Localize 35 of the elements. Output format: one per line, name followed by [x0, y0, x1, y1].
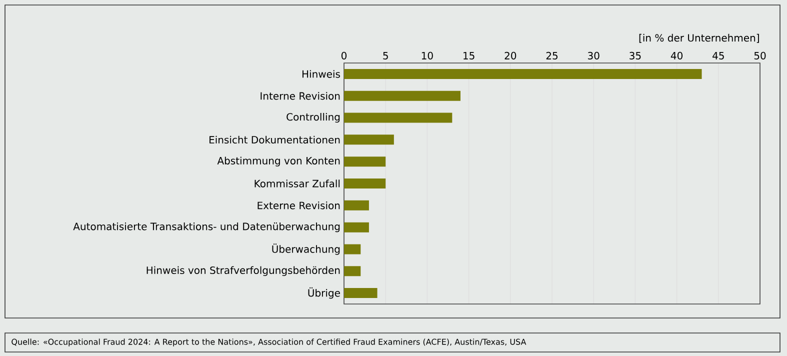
bar [344, 112, 452, 123]
y-tick-label: Hinweis [302, 70, 340, 78]
y-tick-label: Controlling [286, 112, 340, 123]
source-note: Quelle: «Occupational Fraud 2024: A Report to the Nations», Association of Certified Fraud Examiners (ACFE), Austin/Texas, USA [12, 338, 526, 346]
bar [344, 156, 386, 167]
y-tick-label: Interne Revision [260, 92, 340, 100]
bar [344, 288, 378, 298]
y-tick-label: Abstimmung von Konten [217, 156, 340, 166]
bar [344, 222, 369, 232]
y-tick-label: Externe Revision [258, 202, 340, 210]
x-tick-label: 45 [712, 52, 724, 60]
x-tick-label: 40 [670, 52, 683, 60]
bar [344, 134, 394, 145]
x-tick-label: 5 [383, 52, 388, 60]
bar [344, 200, 369, 210]
x-tick-label: 20 [504, 52, 516, 60]
x-tick-label: 30 [588, 52, 600, 60]
y-tick-label: Einsicht Dokumentationen [210, 136, 340, 144]
y-tick-label: Kommissar Zufall [254, 180, 340, 188]
bar [344, 266, 361, 276]
bar [344, 244, 361, 254]
y-tick-label: Überwachung [272, 244, 340, 255]
bar [344, 178, 386, 188]
y-tick-label: Automatisierte Transaktions- und Datenüberwachung [73, 222, 340, 232]
bar [344, 68, 702, 79]
x-tick-label: 25 [546, 52, 558, 60]
y-tick-label: Hinweis von Strafverfolgungsbehörden [146, 266, 340, 276]
y-tick-label: Übrige [308, 287, 340, 299]
x-tick-label: 35 [630, 52, 641, 60]
x-tick-label: 50 [754, 52, 766, 60]
x-tick-label: 0 [341, 52, 347, 60]
x-axis-title: [in % der Unternehmen] [639, 34, 759, 43]
bar [344, 90, 460, 101]
x-tick-label: 15 [464, 52, 474, 60]
x-tick-label: 10 [422, 52, 433, 60]
